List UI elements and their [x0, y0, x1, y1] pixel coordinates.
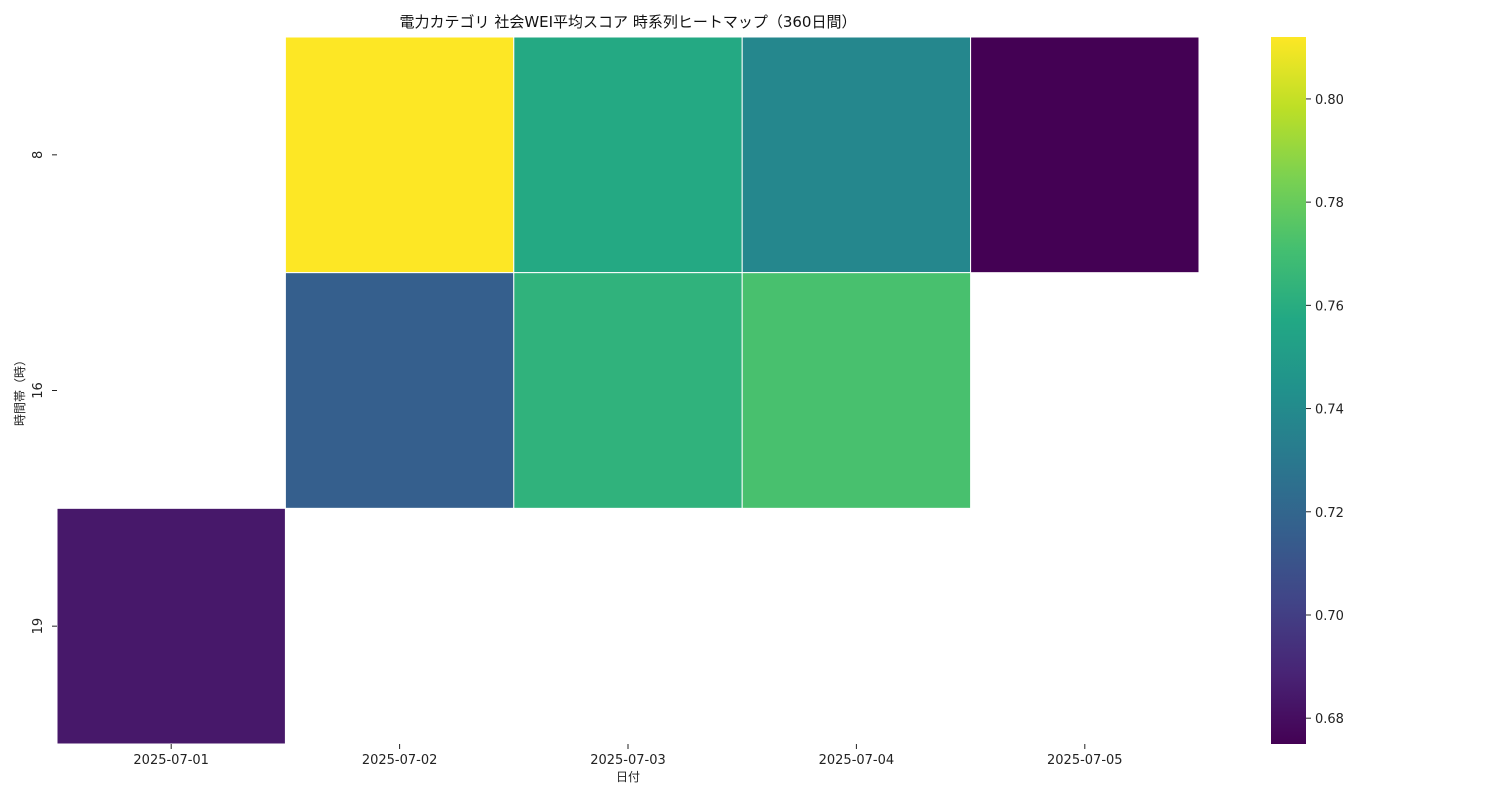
heatmap-cell: [741, 36, 972, 274]
y-axis-ticks: 8 16 19: [31, 151, 57, 635]
chart-title: 電力カテゴリ 社会WEI平均スコア 時系列ヒートマップ（360日間）: [400, 13, 857, 31]
heatmap-cell: [56, 507, 286, 745]
heatmap-cells: [56, 36, 1200, 745]
y-tick-label: 8: [31, 151, 46, 159]
colorbar-tick-label: 0.68: [1315, 712, 1344, 727]
colorbar-tick-label: 0.80: [1315, 93, 1344, 108]
heatmap-cell: [513, 36, 743, 274]
colorbar-tick-label: 0.70: [1315, 609, 1344, 624]
colorbar: [1271, 37, 1306, 744]
x-tick-label: 2025-07-04: [819, 753, 895, 768]
heatmap-cell: [741, 272, 972, 509]
colorbar-tick-label: 0.72: [1315, 506, 1344, 521]
heatmap-cell: [970, 36, 1200, 274]
colorbar-tick-label: 0.76: [1315, 299, 1344, 314]
x-tick-label: 2025-07-05: [1047, 753, 1123, 768]
colorbar-tick-label: 0.78: [1315, 196, 1344, 211]
heatmap-cell: [284, 36, 515, 274]
x-tick-label: 2025-07-01: [133, 753, 209, 768]
colorbar-ticks: 0.68 0.70 0.72 0.74 0.76 0.78 0.80: [1306, 93, 1344, 727]
x-tick-label: 2025-07-03: [590, 753, 666, 768]
y-tick-label: 16: [31, 382, 46, 399]
heatmap-cell: [284, 272, 515, 509]
y-axis-label: 時間帯（時）: [13, 354, 27, 426]
y-tick-label: 19: [31, 618, 46, 635]
colorbar-tick-label: 0.74: [1315, 403, 1344, 418]
heatmap-cell: [513, 272, 743, 509]
x-axis-ticks: 2025-07-01 2025-07-02 2025-07-03 2025-07-04…: [133, 744, 1123, 768]
x-axis-label: 日付: [616, 770, 640, 784]
x-tick-label: 2025-07-02: [362, 753, 438, 768]
